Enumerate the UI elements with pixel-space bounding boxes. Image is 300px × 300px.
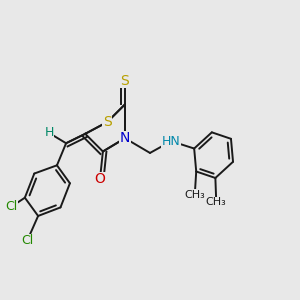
Text: Cl: Cl [5, 200, 18, 213]
Text: H: H [44, 126, 54, 140]
Text: O: O [94, 172, 105, 186]
Text: S: S [121, 74, 129, 88]
Text: S: S [121, 74, 129, 88]
Text: S: S [103, 115, 112, 129]
Text: N: N [120, 131, 130, 145]
Text: CH₃: CH₃ [184, 190, 205, 200]
Text: CH₃: CH₃ [206, 197, 226, 207]
Text: Cl: Cl [21, 234, 33, 247]
Text: HN: HN [162, 135, 181, 148]
